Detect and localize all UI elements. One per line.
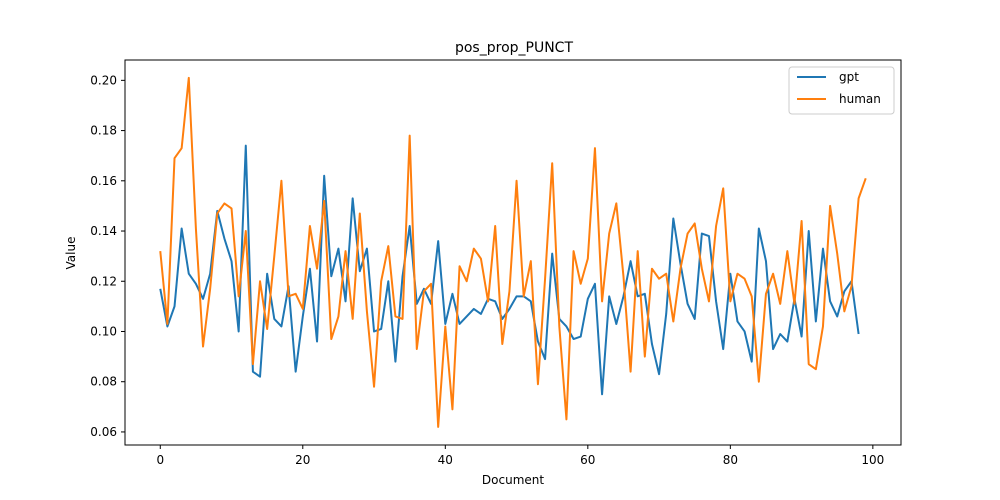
y-tick-label: 0.16 [90, 174, 117, 188]
y-tick-label: 0.08 [90, 375, 117, 389]
legend: gpt human [788, 66, 895, 115]
x-tick-label: 0 [156, 453, 164, 467]
x-tick-label: 60 [580, 453, 595, 467]
series-line-human [159, 76, 867, 428]
legend-label-gpt: gpt [839, 70, 859, 84]
legend-label-human: human [839, 92, 881, 106]
x-tick-label: 100 [861, 453, 884, 467]
chart-title: pos_prop_PUNCT [455, 40, 573, 56]
x-tick-label: 40 [438, 453, 453, 467]
x-axis-label: Document [482, 473, 544, 487]
y-axis: 0.06 0.08 0.10 0.12 0.14 0.16 0.18 0.20 [90, 73, 125, 439]
y-tick-label: 0.20 [90, 73, 117, 87]
legend-box [788, 66, 895, 115]
series-line-gpt [159, 144, 860, 396]
x-axis: 0 20 40 60 80 100 [156, 445, 884, 467]
y-tick-label: 0.12 [90, 274, 117, 288]
series-layer [159, 76, 867, 428]
y-tick-label: 0.14 [90, 224, 117, 238]
y-tick-label: 0.06 [90, 425, 117, 439]
y-axis-label: Value [64, 237, 78, 270]
plot-frame [124, 59, 902, 446]
y-tick-label: 0.10 [90, 324, 117, 338]
y-tick-label: 0.18 [90, 124, 117, 138]
x-tick-label: 20 [295, 453, 310, 467]
x-tick-label: 80 [723, 453, 738, 467]
